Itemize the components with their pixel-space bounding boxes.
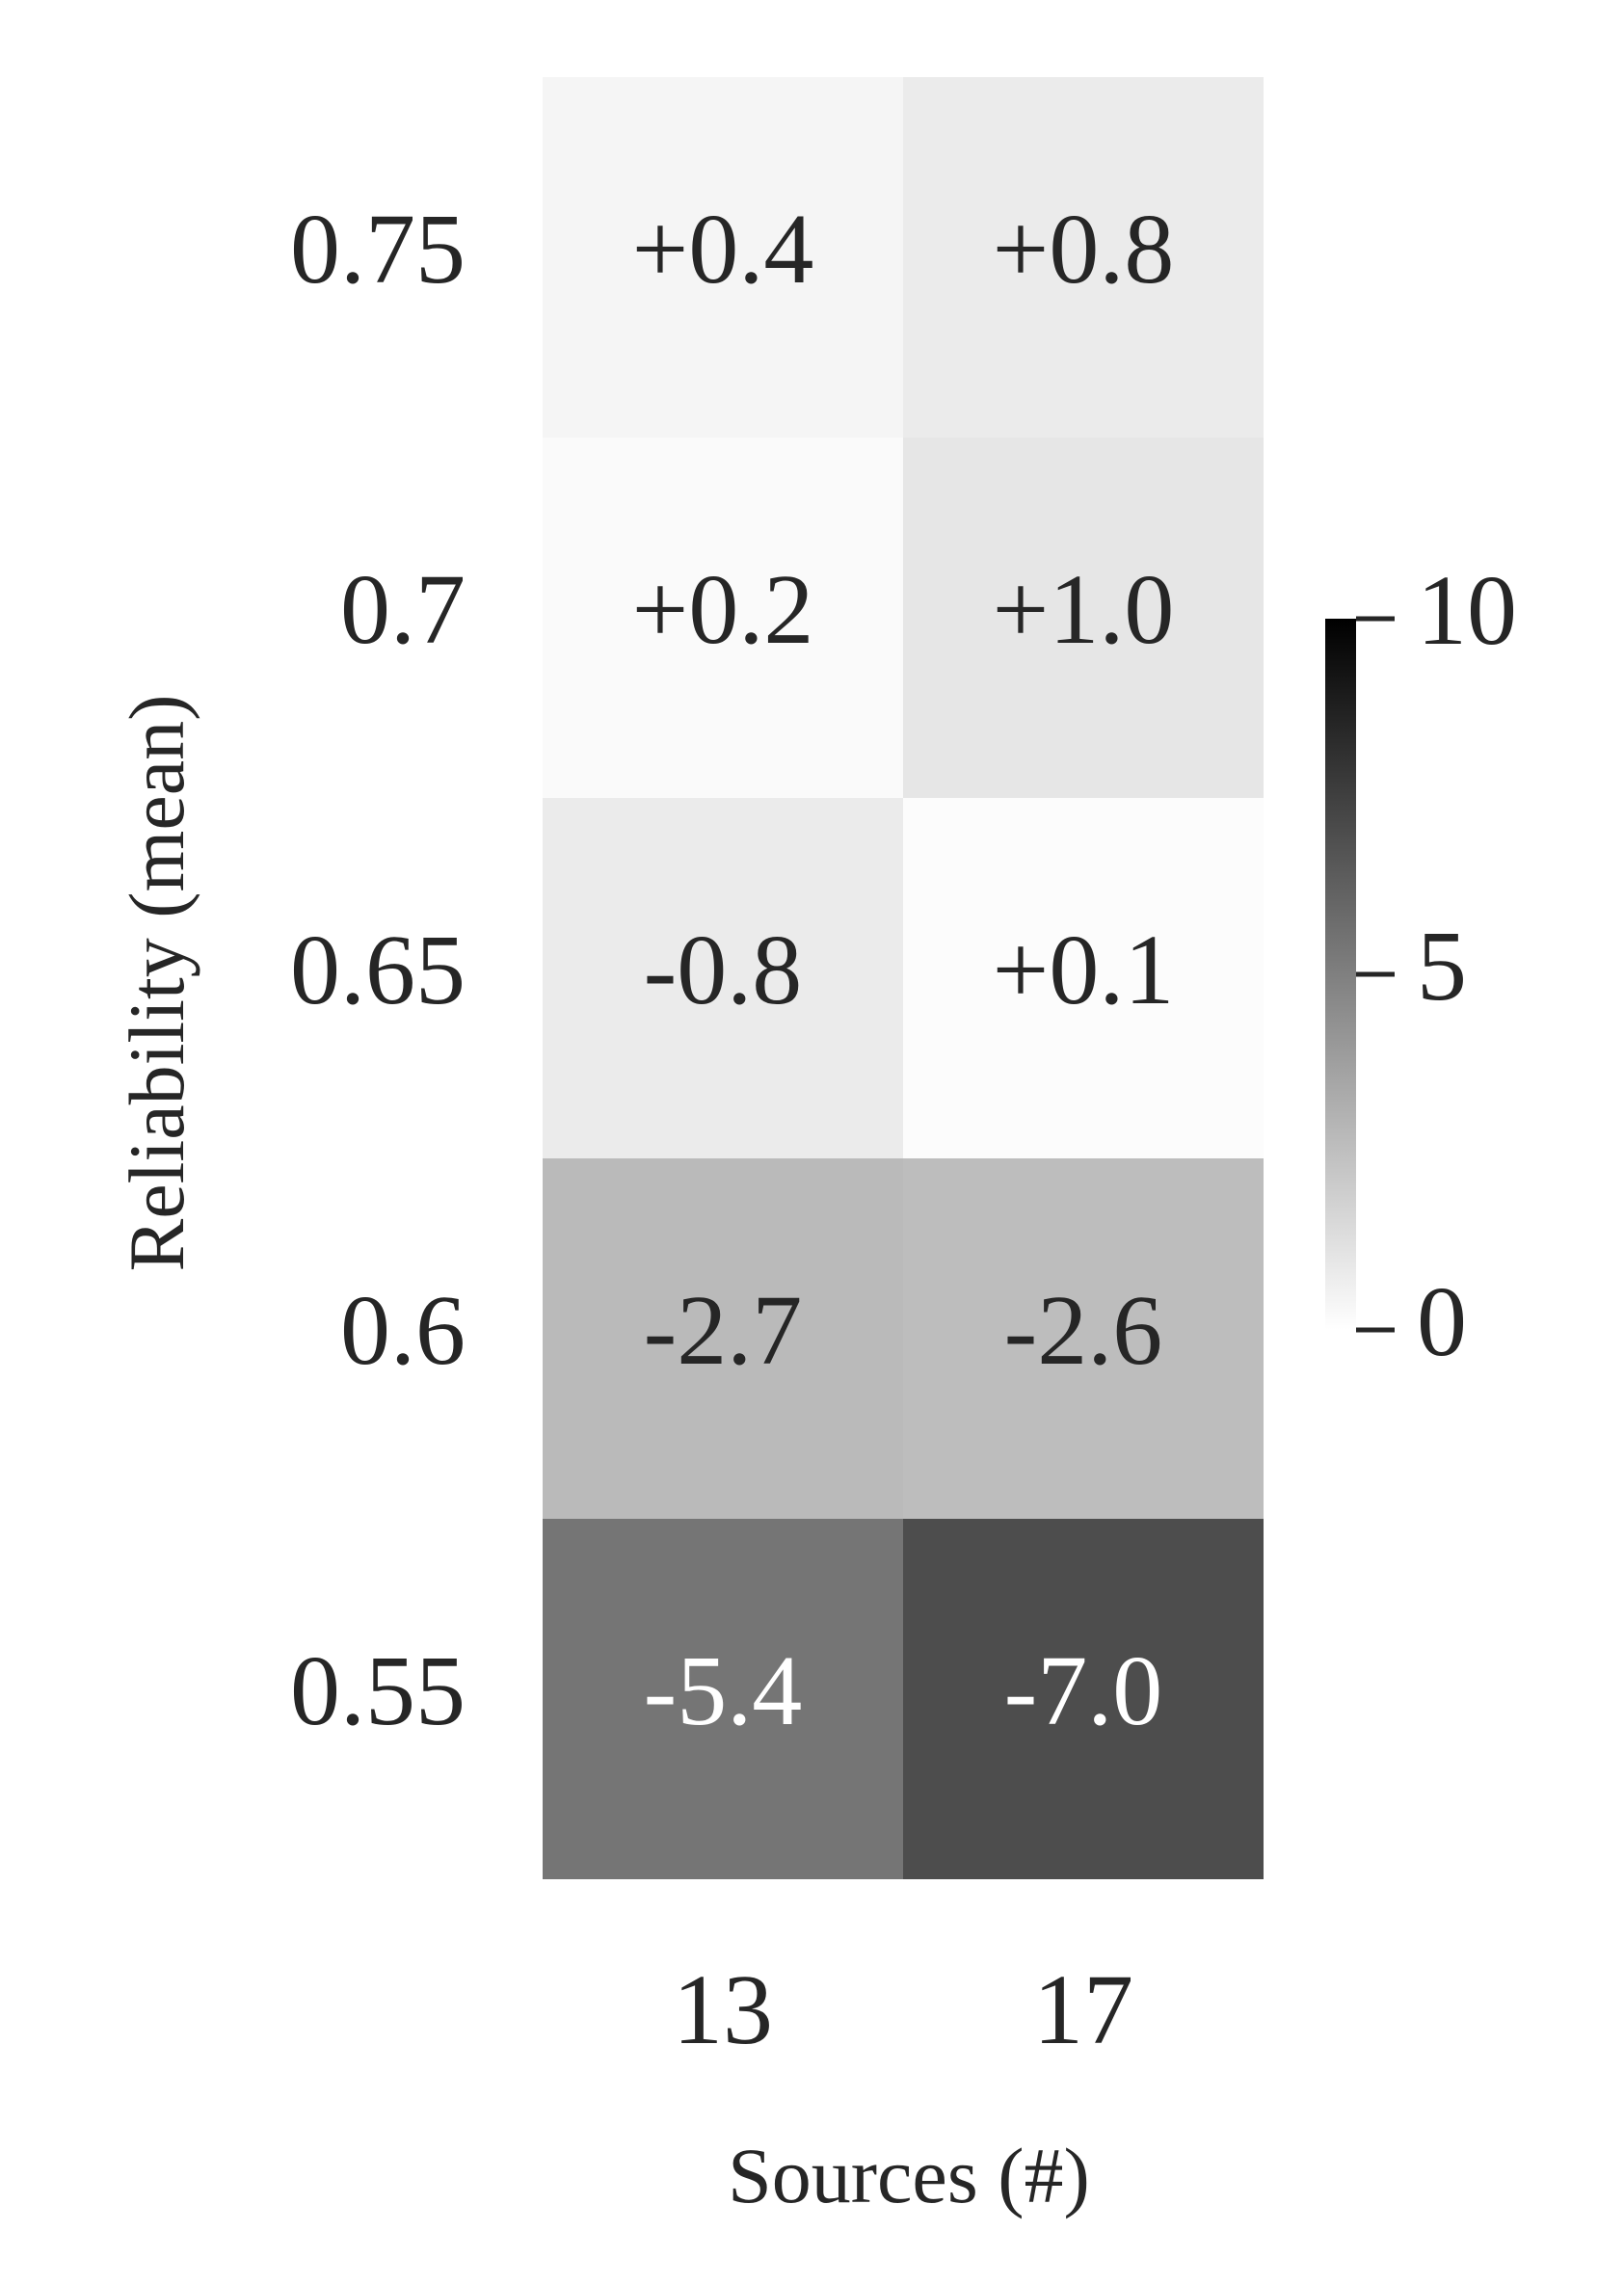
y-tick-label: 0.7 xyxy=(340,554,466,665)
x-tick-label: 13 xyxy=(673,1954,773,2065)
y-tick-label: 0.55 xyxy=(290,1635,466,1746)
heatmap-cell xyxy=(543,77,903,438)
cell-value-label: +0.2 xyxy=(632,554,814,665)
heatmap-cell xyxy=(543,1519,903,1879)
colorbar-ticks: 0 5 10 xyxy=(1356,555,1517,1377)
heatmap-cells xyxy=(543,77,1264,1879)
heatmap-cell xyxy=(903,798,1264,1158)
heatmap-cell xyxy=(543,438,903,798)
x-tick-labels: 13 17 xyxy=(673,1954,1133,2065)
heatmap-cell xyxy=(903,1158,1264,1519)
colorbar-gradient xyxy=(1325,619,1356,1330)
cell-value-label: +1.0 xyxy=(993,554,1175,665)
heatmap-cell xyxy=(903,438,1264,798)
y-tick-label: 0.6 xyxy=(340,1275,466,1386)
cell-value-label: -0.8 xyxy=(644,915,803,1025)
y-tick-label: 0.75 xyxy=(290,194,466,305)
cell-value-label: +0.8 xyxy=(993,194,1175,305)
x-tick-label: 17 xyxy=(1033,1954,1133,2065)
cell-value-label: +0.1 xyxy=(993,915,1175,1025)
heatmap-cell-labels: +0.4 +0.8 +0.2 +1.0 -0.8 +0.1 -2.7 -2.6 -5.4 -7.0 xyxy=(632,194,1175,1746)
heatmap-cell xyxy=(903,1519,1264,1879)
cell-value-label: -7.0 xyxy=(1004,1635,1163,1746)
heatmap-cell xyxy=(543,798,903,1158)
heatmap-cell xyxy=(543,1158,903,1519)
colorbar: 0 5 10 xyxy=(1325,555,1517,1377)
colorbar-tick-label: 10 xyxy=(1417,555,1517,666)
x-axis-label: Sources (#) xyxy=(728,2132,1090,2219)
colorbar-tick-label: 5 xyxy=(1417,911,1467,1022)
cell-value-label: -2.6 xyxy=(1004,1275,1163,1386)
cell-value-label: -2.7 xyxy=(644,1275,803,1386)
cell-value-label: -5.4 xyxy=(644,1635,803,1746)
y-tick-label: 0.65 xyxy=(290,915,466,1025)
y-axis-label: Reliability (mean) xyxy=(113,695,200,1272)
colorbar-tick-label: 0 xyxy=(1417,1266,1467,1377)
heatmap-cell xyxy=(903,77,1264,438)
cell-value-label: +0.4 xyxy=(632,194,814,305)
y-tick-labels: 0.75 0.7 0.65 0.6 0.55 xyxy=(290,194,466,1746)
